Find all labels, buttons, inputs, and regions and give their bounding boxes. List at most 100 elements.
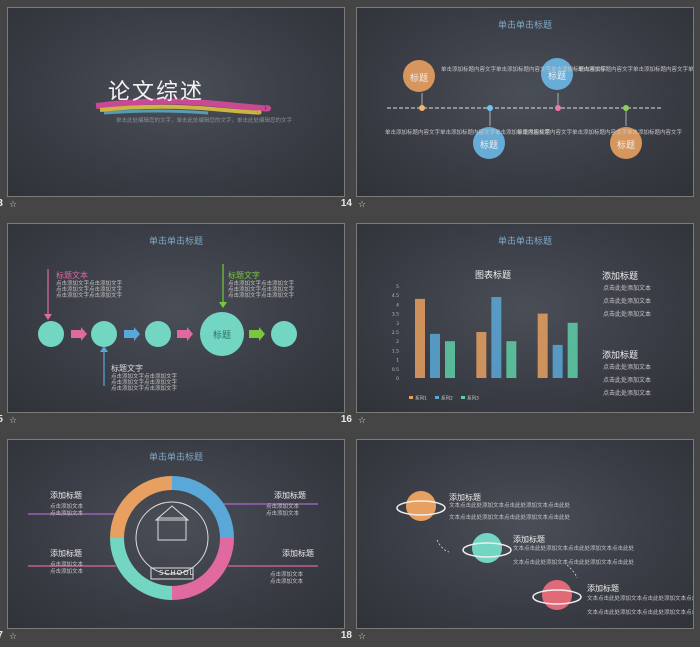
planet-diagram	[396, 491, 582, 610]
body-text: 单击添加标题内容文字单击添加标题内容文字单击添加标题内容文字	[517, 130, 683, 136]
body-line: 点击此处添加文本	[603, 390, 652, 397]
add-title: 添加标题	[449, 493, 481, 502]
y-tick-label: 5	[396, 284, 399, 290]
slide-canvas: 单击单击标题 图表标题 0 0.5 1 1.5 2 2.5 3 3.5 4 4.5 5 系列1 系列2 系…	[356, 223, 694, 413]
slide-number: 17	[0, 630, 3, 641]
body-line: 点击此处添加文本	[603, 285, 652, 292]
legend-swatch	[435, 396, 439, 399]
y-tick-label: 4	[396, 302, 399, 308]
bar-系列1-类别3	[537, 313, 548, 378]
body-line: 文本点击此处添加文本点击此处添加文本点击此处	[513, 560, 635, 566]
body-line: 点击添加文本	[270, 579, 304, 585]
body-text: 单击添加标题内容文字单击添加标题内容文字单击添加标题内容文字	[441, 67, 607, 73]
legend-swatch	[461, 396, 465, 399]
y-tick-label: 3.5	[392, 312, 399, 318]
star-icon[interactable]: ☆	[358, 632, 367, 642]
add-title: 添加标题	[602, 351, 639, 361]
circle-label: 标题	[213, 331, 232, 341]
slide-header: 单击单击标题	[497, 21, 552, 31]
circle-label: 标题	[480, 141, 499, 151]
bar-系列3-类别2	[506, 341, 517, 378]
y-tick-label: 0	[396, 376, 399, 382]
star-icon[interactable]: ☆	[9, 416, 18, 426]
legend-label: 系列3	[467, 395, 479, 402]
slide-canvas: 论文综述 单击此处编辑您的文字，单击此处编辑您的文字，单击此处编辑您的文字	[7, 7, 345, 197]
body-line: 点击添加文本	[50, 562, 84, 568]
text-b-1: 点击添加文字点击添加文字	[228, 281, 295, 287]
slide-number: 14	[340, 198, 352, 209]
add-title: 添加标题	[602, 272, 639, 282]
slide-header: 单击单击标题	[148, 453, 203, 463]
y-tick-label: 3	[396, 321, 399, 327]
add-title: 添加标题	[274, 491, 306, 500]
text-c-2: 点击添加文字点击添加文字	[111, 380, 178, 386]
y-tick-label: 0.5	[392, 367, 399, 373]
body-text: 单击添加标题内容文字单击添加标题内容文字单击添加标题内容文字	[578, 67, 694, 73]
slide-number: 18	[340, 630, 352, 641]
legend-label: 系列1	[415, 395, 427, 402]
text-b-2: 点击添加文字点击添加文字	[228, 287, 295, 293]
text-c-3: 点击添加文字点击添加文字	[111, 386, 178, 392]
slide-canvas: 单击单击标题 标题文本 点击添加文字点击添加文字 点击添加文字点击添加文字 点击…	[7, 223, 345, 413]
title-a: 标题文本	[56, 271, 88, 280]
circle-label: 标题	[410, 74, 429, 84]
slide-number: 16	[340, 414, 352, 425]
star-icon[interactable]: ☆	[9, 632, 18, 642]
body-line: 点击添加文本	[270, 572, 304, 578]
text-a-1: 点击添加文字点击添加文字	[56, 281, 123, 287]
title-b: 标题文字	[228, 271, 260, 280]
slide-canvas: 添加标题 文本点击此处添加文本点击此处添加文本点击此处 文本点击此处添加文本点击…	[356, 439, 694, 629]
star-icon[interactable]: ☆	[9, 200, 18, 210]
body-line: 文本点击此处添加文本点击此处添加文本点击此处	[587, 610, 693, 616]
y-tick-label: 1	[396, 358, 399, 364]
chart-title: 图表标题	[475, 271, 512, 281]
school-badge: SCHOOL	[159, 569, 195, 577]
body-line: 点击此处添加文本	[603, 311, 652, 318]
flow-diagram	[38, 264, 297, 386]
bar-系列2-类别3	[552, 344, 563, 378]
legend-swatch	[409, 396, 413, 399]
body-line: 点击此处添加文本	[603, 377, 652, 384]
body-line: 文本点击此处添加文本点击此处添加文本点击此处	[449, 503, 571, 509]
bar-系列2-类别2	[491, 297, 502, 378]
text-c-1: 点击添加文字点击添加文字	[111, 374, 178, 380]
add-title: 添加标题	[50, 491, 82, 500]
add-title: 添加标题	[587, 584, 619, 593]
bar-系列1-类别2	[476, 332, 487, 378]
slide-subtitle: 单击此处编辑您的文字，单击此处编辑您的文字，单击此处编辑您的文字	[116, 118, 293, 124]
add-title: 添加标题	[513, 535, 545, 544]
body-line: 文本点击此处添加文本点击此处添加文本点击此处	[587, 596, 693, 602]
slide-header: 单击单击标题	[148, 237, 203, 247]
text-a-3: 点击添加文字点击添加文字	[56, 293, 123, 299]
body-line: 文本点击此处添加文本点击此处添加文本点击此处	[449, 515, 571, 521]
star-icon[interactable]: ☆	[358, 200, 367, 210]
body-line: 点击添加文本	[266, 504, 300, 510]
body-line: 点击添加文本	[266, 511, 300, 517]
add-title: 添加标题	[282, 549, 314, 558]
y-tick-label: 2.5	[392, 330, 399, 336]
bar-系列1-类别1	[415, 298, 425, 378]
body-line: 点击添加文本	[50, 511, 84, 517]
y-tick-label: 2	[396, 339, 399, 345]
circle-label: 标题	[617, 141, 636, 151]
body-line: 点击此处添加文本	[603, 298, 652, 305]
ring-diagram	[28, 476, 318, 600]
body-text: 单击添加标题内容文字单击添加标题内容文字单击添加标题内容文字	[385, 130, 551, 136]
bar-系列3-类别1	[445, 341, 455, 378]
circle-label: 标题	[548, 72, 567, 82]
star-icon[interactable]: ☆	[358, 416, 367, 426]
legend-label: 系列2	[441, 395, 453, 402]
slide-number: 15	[0, 414, 3, 425]
bar-系列3-类别3	[567, 322, 578, 378]
chalk-stroke	[95, 98, 271, 115]
body-line: 文本点击此处添加文本点击此处添加文本点击此处	[513, 546, 635, 552]
slide-number: 13	[0, 198, 3, 209]
body-line: 点击此处添加文本	[603, 364, 652, 371]
y-tick-label: 4.5	[392, 293, 399, 299]
bar-chart: 0 0.5 1 1.5 2 2.5 3 3.5 4 4.5 5 系列1 系列2 系列3	[392, 284, 578, 402]
slide-canvas: 单击单击标题 SCHOOL 添加标题 点击添加文本 点击添加文本 添加标题 点击…	[7, 439, 345, 629]
bar-系列2-类别1	[430, 333, 440, 378]
title-c: 标题文字	[111, 364, 143, 373]
text-b-3: 点击添加文字点击添加文字	[228, 293, 295, 299]
slide-title: 论文综述	[108, 80, 205, 105]
